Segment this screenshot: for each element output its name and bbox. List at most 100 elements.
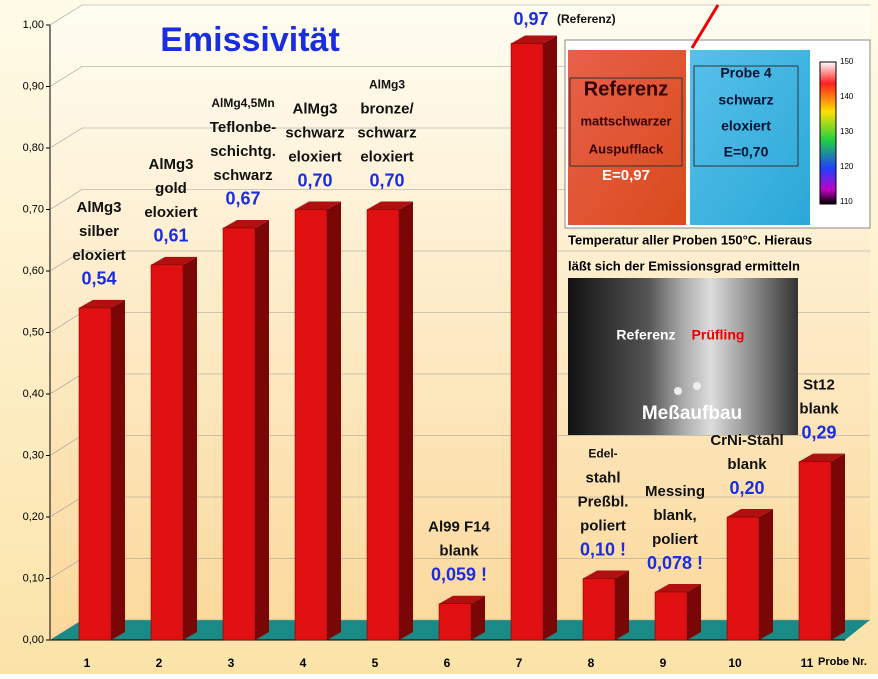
y-tick-label: 0,20 — [23, 511, 44, 523]
bar-note: eloxiert — [144, 204, 197, 221]
x-tick-label: 11 — [801, 656, 814, 670]
thermal-text: mattschwarzer — [580, 113, 671, 128]
y-tick-label: 0,40 — [23, 388, 44, 400]
photo-detail — [674, 387, 682, 395]
x-tick-label: 6 — [444, 656, 451, 670]
probe-box — [693, 65, 799, 167]
bar-side — [399, 201, 413, 640]
value-label: 0,70 — [369, 170, 404, 190]
bar-note: silber — [79, 223, 119, 240]
bar-note: St12 — [803, 377, 835, 394]
thermal-text: eloxiert — [721, 118, 771, 134]
bar-side — [687, 584, 701, 640]
value-label: 0,67 — [225, 189, 260, 209]
bar — [78, 307, 112, 641]
bar-note: AlMg4,5Mn — [211, 96, 274, 110]
bar-note: Messing — [645, 483, 705, 500]
bar — [510, 43, 544, 641]
bar-top — [511, 35, 557, 44]
bar — [798, 461, 832, 641]
bar-note: Teflonbe- — [210, 119, 276, 136]
bar — [438, 603, 472, 641]
y-tick-label: 0,90 — [23, 80, 44, 92]
photo — [568, 278, 798, 435]
thermal-text: schwarz — [718, 92, 773, 108]
bar-note: Edel- — [588, 447, 617, 461]
y-tick-label: 0,70 — [23, 203, 44, 215]
bar-note: blank — [439, 543, 479, 560]
bar-note: poliert — [652, 531, 698, 548]
bar — [294, 209, 328, 641]
arrow — [690, 4, 720, 49]
thermal-inset: Referenz mattschwarzer Auspufflack E=0,9… — [564, 4, 871, 229]
grid-line — [49, 250, 870, 272]
value-label: 0,078 ! — [647, 553, 703, 573]
value-label: 0,20 — [729, 478, 764, 498]
bar-top — [295, 201, 341, 210]
bar-side — [471, 595, 485, 640]
bar-side — [615, 570, 629, 640]
thermal-text: E=0,97 — [602, 167, 650, 184]
y-tick-label: 0,30 — [23, 449, 44, 461]
bar-note: blank, — [653, 507, 696, 524]
bar-note: blank — [799, 401, 839, 418]
bar-side — [255, 219, 269, 640]
bar — [222, 227, 256, 641]
bar-top — [583, 570, 629, 579]
photo-text: Prüfling — [692, 327, 745, 343]
bar-top — [727, 509, 773, 517]
bar-side — [831, 453, 845, 640]
scale-label: 110 — [840, 197, 853, 206]
photo-text: Meßaufbau — [642, 403, 742, 424]
bar-note: eloxiert — [72, 247, 125, 264]
y-tick-label: 0,60 — [23, 265, 44, 277]
bar-note: blank — [727, 456, 767, 473]
bar-top — [367, 201, 413, 210]
color-scale — [819, 61, 837, 205]
x-tick-label: 5 — [372, 656, 379, 670]
bar-top — [151, 256, 197, 265]
value-label: 0,29 — [801, 422, 836, 442]
bar-note: CrNi-Stahl — [710, 432, 783, 449]
bar-note: AlMg3 — [77, 199, 122, 216]
thermal-left — [568, 50, 686, 225]
y-tick-label: 0,10 — [23, 572, 44, 584]
bar-note: schwarz — [285, 124, 344, 141]
y-tick-label: 1,00 — [23, 19, 44, 31]
x-tick-label: 8 — [588, 656, 595, 670]
bar-note: Preßbl. — [578, 493, 629, 510]
bar-side — [111, 299, 125, 640]
bar-side — [759, 509, 773, 640]
value-label: 0,97 — [513, 9, 548, 29]
bar-side — [183, 256, 197, 640]
x-tick-label: 2 — [156, 656, 163, 670]
bar — [654, 591, 688, 641]
x-tick-label: 10 — [728, 656, 742, 670]
bar-note: AlMg3 — [149, 156, 194, 173]
bar-note: eloxiert — [360, 148, 413, 165]
reference-note: (Referenz) — [557, 12, 616, 26]
value-label: 0,10 ! — [580, 539, 626, 559]
photo-text: Referenz — [616, 327, 675, 343]
bar-note: AlMg3 — [293, 100, 338, 117]
thermal-text: Auspufflack — [589, 141, 664, 156]
bar-note: schwarz — [357, 124, 416, 141]
bar-top — [655, 584, 701, 593]
grid-line — [49, 4, 870, 26]
x-tick-label: 3 — [228, 656, 235, 670]
value-label: 0,059 ! — [431, 564, 487, 584]
value-label: 0,70 — [297, 170, 332, 190]
bar-note: bronze/ — [360, 100, 414, 117]
bar-top — [223, 219, 269, 228]
photo-inset: Referenz Prüfling Meßaufbau — [568, 278, 798, 435]
scale-label: 140 — [840, 92, 854, 101]
chart-title: Emissivität — [160, 21, 340, 59]
bar-note: eloxiert — [288, 148, 341, 165]
bar-note: AlMg3 — [369, 78, 405, 92]
y-tick-label: 0,50 — [23, 326, 44, 338]
scale-label: 130 — [840, 127, 854, 136]
bar — [726, 516, 760, 641]
bar-side — [543, 35, 557, 640]
y-tick-label: 0,80 — [23, 142, 44, 154]
